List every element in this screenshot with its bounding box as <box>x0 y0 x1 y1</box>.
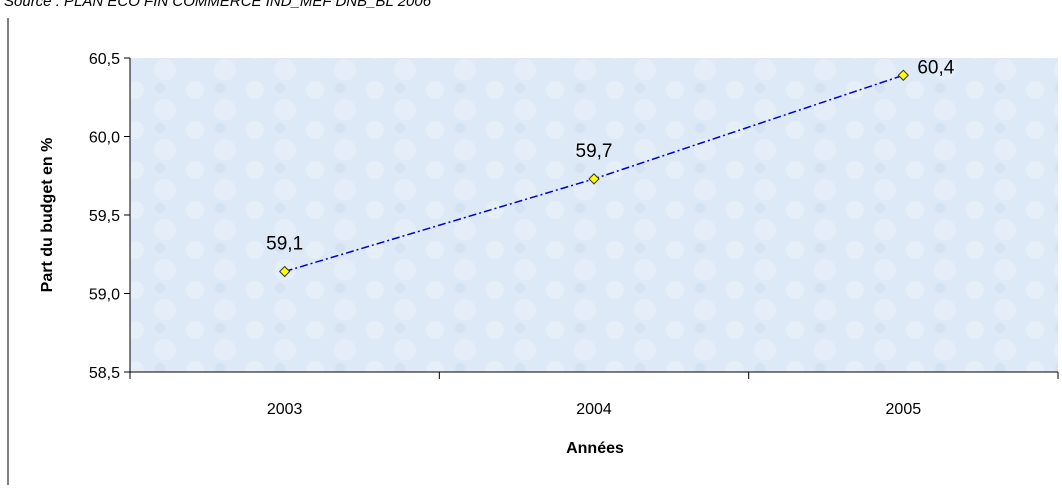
y-tick-label: 59,5 <box>89 208 120 225</box>
data-point <box>588 173 600 185</box>
data-label: 59,1 <box>266 234 303 255</box>
data-point <box>897 69 910 81</box>
x-tick-label: 2005 <box>886 401 922 418</box>
x-tick-label: 2003 <box>267 401 303 418</box>
y-axis-title: Part du budget en % <box>39 138 56 293</box>
plot-texture <box>130 58 1058 372</box>
data-label: 59,7 <box>576 141 613 162</box>
x-tick-label: 2004 <box>576 401 612 418</box>
source-note: Source : PLAN ECO FIN COMMERCE IND_MEF D… <box>4 0 432 10</box>
y-tick-label: 60,5 <box>89 51 120 68</box>
y-tick-label: 60,0 <box>89 130 120 147</box>
data-label: 60,4 <box>917 57 954 78</box>
data-point <box>278 265 291 278</box>
x-axis-title: Années <box>566 440 624 457</box>
y-tick-label: 58,5 <box>89 365 120 382</box>
y-tick-label: 59,0 <box>89 287 120 304</box>
